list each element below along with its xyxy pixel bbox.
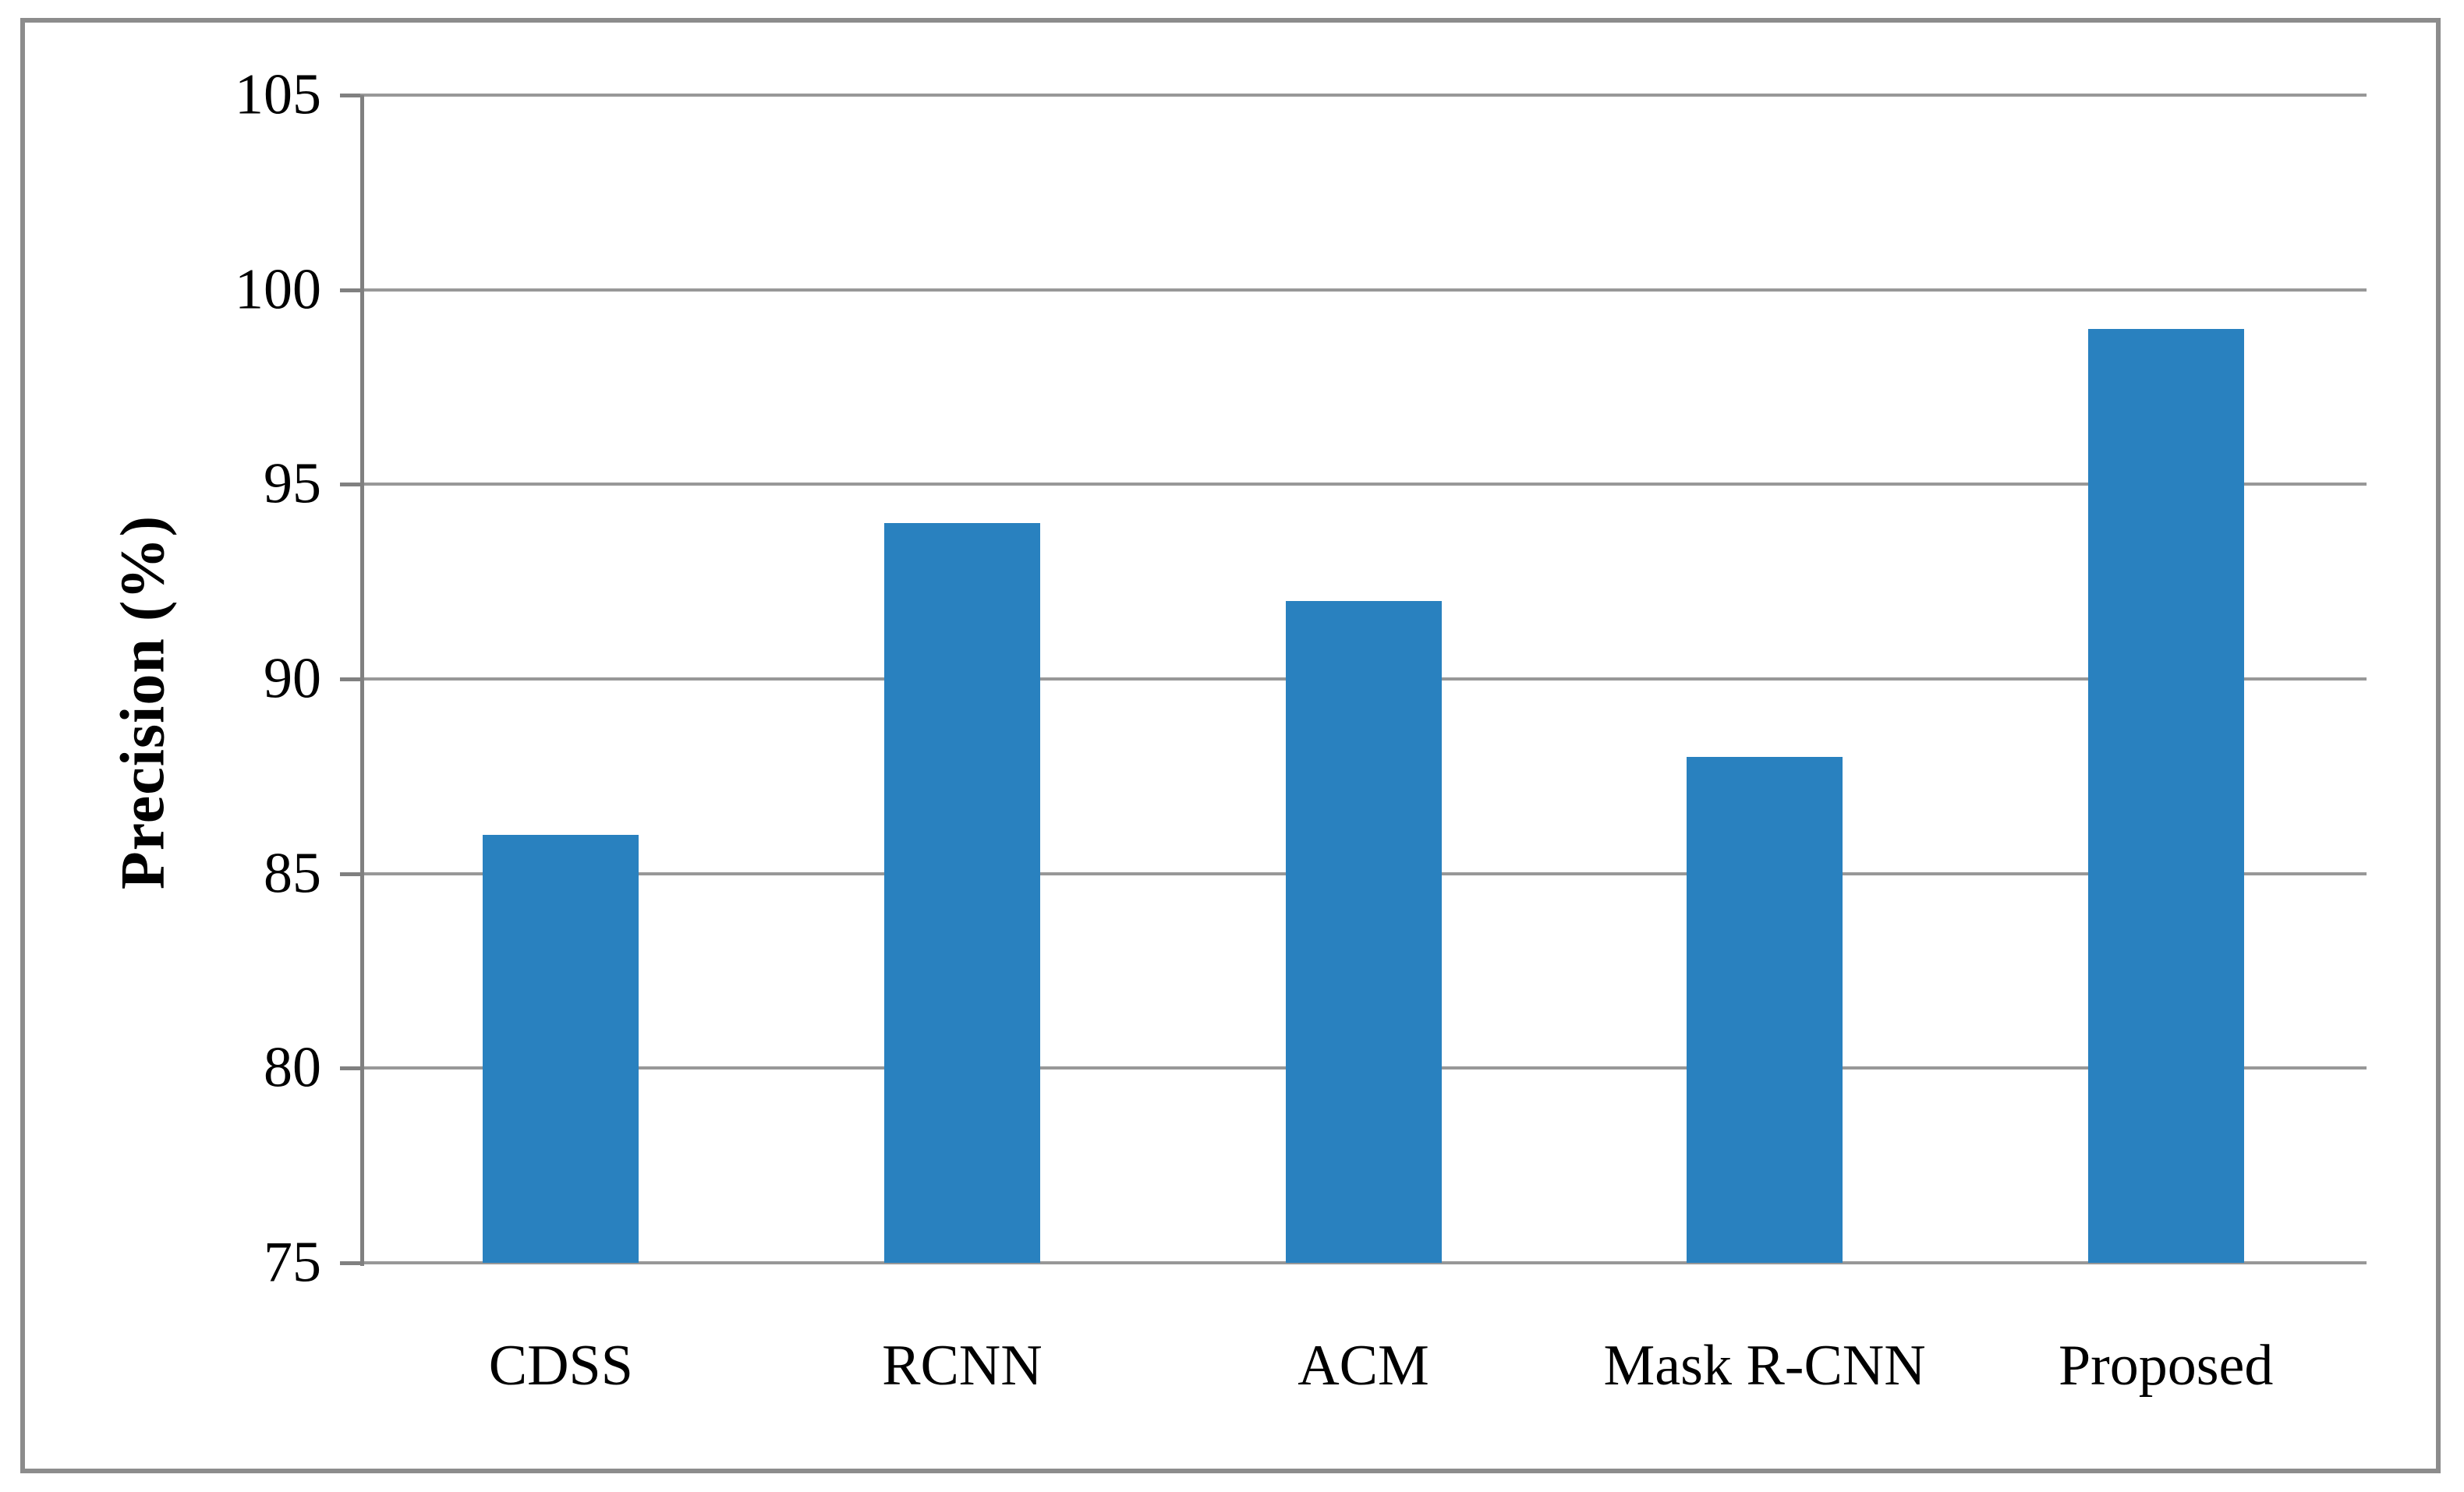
bar-rcnn (883, 523, 1040, 1263)
ytick-label-100: 100 (235, 257, 321, 322)
ytick-label-85: 85 (264, 841, 321, 906)
y-axis-line (360, 95, 364, 1266)
gridline-105 (360, 94, 2367, 97)
ytick-label-105: 105 (235, 62, 321, 127)
ytick-label-90: 90 (264, 646, 321, 711)
xtick-label-rcnn: RCNN (882, 1334, 1043, 1398)
y-tick-mark-80 (340, 1066, 360, 1071)
gridline-75 (360, 1261, 2367, 1264)
gridline-100 (360, 288, 2367, 292)
xtick-label-cdss: CDSS (488, 1334, 633, 1398)
y-tick-mark-85 (340, 872, 360, 876)
y-tick-mark-100 (340, 288, 360, 292)
xtick-label-acm: ACM (1297, 1334, 1429, 1398)
xtick-label-proposed: Proposed (2058, 1334, 2274, 1398)
y-tick-mark-95 (340, 483, 360, 487)
bar-cdss (483, 834, 639, 1263)
y-tick-mark-90 (340, 677, 360, 681)
y-tick-mark-105 (340, 94, 360, 97)
ytick-label-80: 80 (264, 1035, 321, 1100)
bar-acm (1285, 601, 1442, 1263)
ytick-label-95: 95 (264, 451, 321, 516)
y-tick-mark-75 (340, 1261, 360, 1265)
chart-frame: Precision (%) 105 100 95 90 85 80 75 CDSS RCNN AC… (20, 18, 2441, 1473)
xtick-label-mask-r-cnn: Mask R-CNN (1603, 1334, 1926, 1398)
bar-proposed (2087, 328, 2244, 1263)
bar-mask-r-cnn (1687, 756, 1843, 1263)
ytick-label-75: 75 (264, 1230, 321, 1295)
gridline-95 (360, 483, 2367, 486)
